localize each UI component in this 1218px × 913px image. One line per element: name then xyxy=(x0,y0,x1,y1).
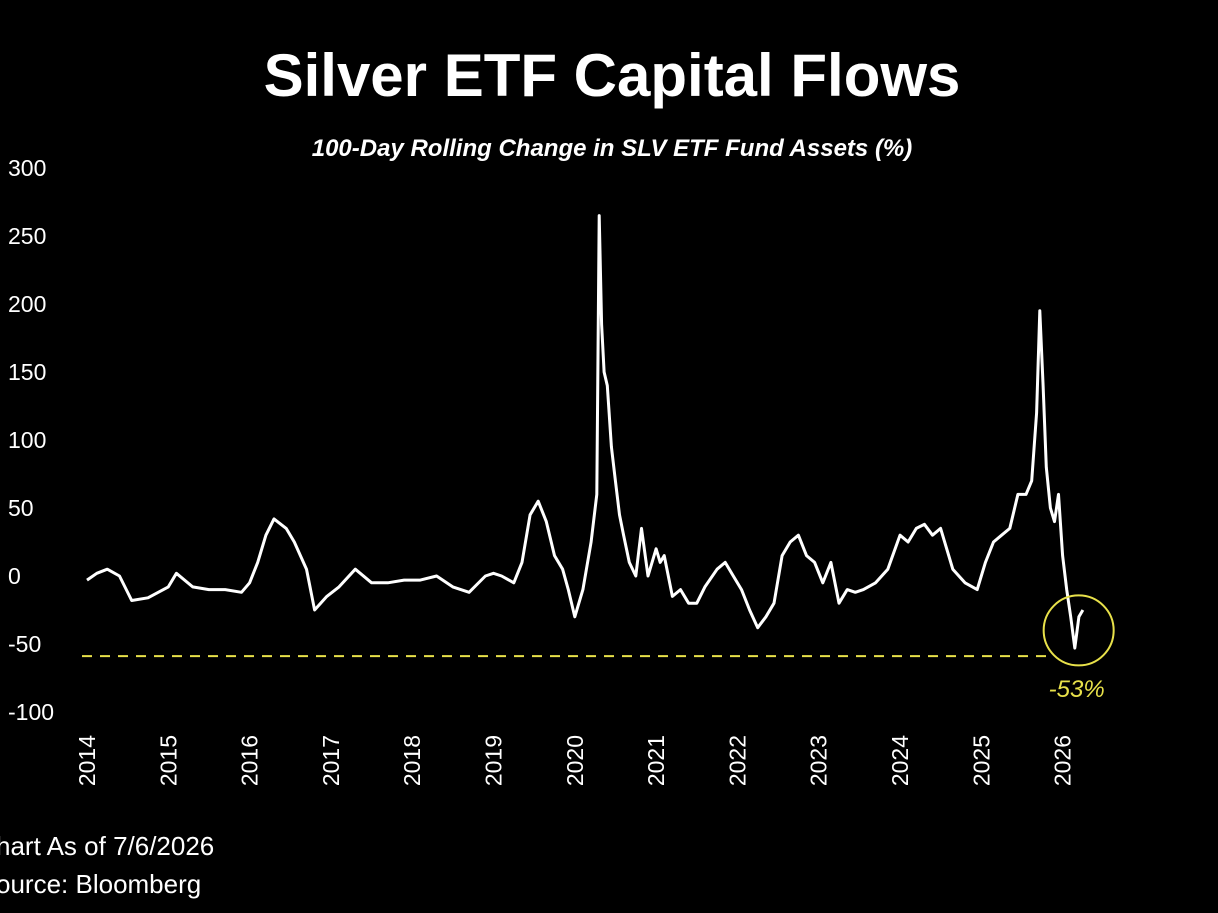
highlight-circle xyxy=(1042,594,1115,667)
y-tick-label: 300 xyxy=(8,155,46,181)
y-tick-label: 100 xyxy=(8,427,46,453)
annotation-label: -53% xyxy=(1049,676,1105,703)
series-line xyxy=(86,214,1085,650)
x-tick-label: 2022 xyxy=(724,735,750,786)
y-tick-label: 150 xyxy=(8,359,46,385)
footer-as-of: hart As of 7/6/2026 xyxy=(0,831,214,861)
footer-source: ource: Bloomberg xyxy=(0,869,201,899)
x-tick-label: 2019 xyxy=(481,735,507,786)
x-tick-label: 2026 xyxy=(1050,735,1076,786)
chart-subtitle: 100-Day Rolling Change in SLV ETF Fund A… xyxy=(312,135,913,162)
x-tick-label: 2014 xyxy=(74,735,100,786)
x-axis-ticks: 2014 2015 2016 2017 2018 2019 2020 2021 2022 2023… xyxy=(74,735,1076,786)
x-tick-label: 2025 xyxy=(968,735,994,786)
x-tick-label: 2017 xyxy=(318,735,344,786)
y-tick-label: -50 xyxy=(8,631,41,657)
y-tick-label: 250 xyxy=(8,223,46,249)
y-axis-ticks: 300 250 200 150 100 50 0 -50 -100 xyxy=(8,155,54,725)
y-tick-label: -100 xyxy=(8,699,54,725)
x-tick-label: 2020 xyxy=(562,735,588,786)
x-tick-label: 2023 xyxy=(806,735,832,786)
x-tick-label: 2015 xyxy=(155,735,181,786)
x-tick-label: 2021 xyxy=(643,735,669,786)
x-tick-label: 2024 xyxy=(887,735,913,786)
chart-title: Silver ETF Capital Flows xyxy=(264,42,961,109)
y-tick-label: 200 xyxy=(8,291,46,317)
y-tick-label: 0 xyxy=(8,563,21,589)
y-tick-label: 50 xyxy=(8,495,34,521)
x-tick-label: 2018 xyxy=(399,735,425,786)
x-tick-label: 2016 xyxy=(237,735,263,786)
